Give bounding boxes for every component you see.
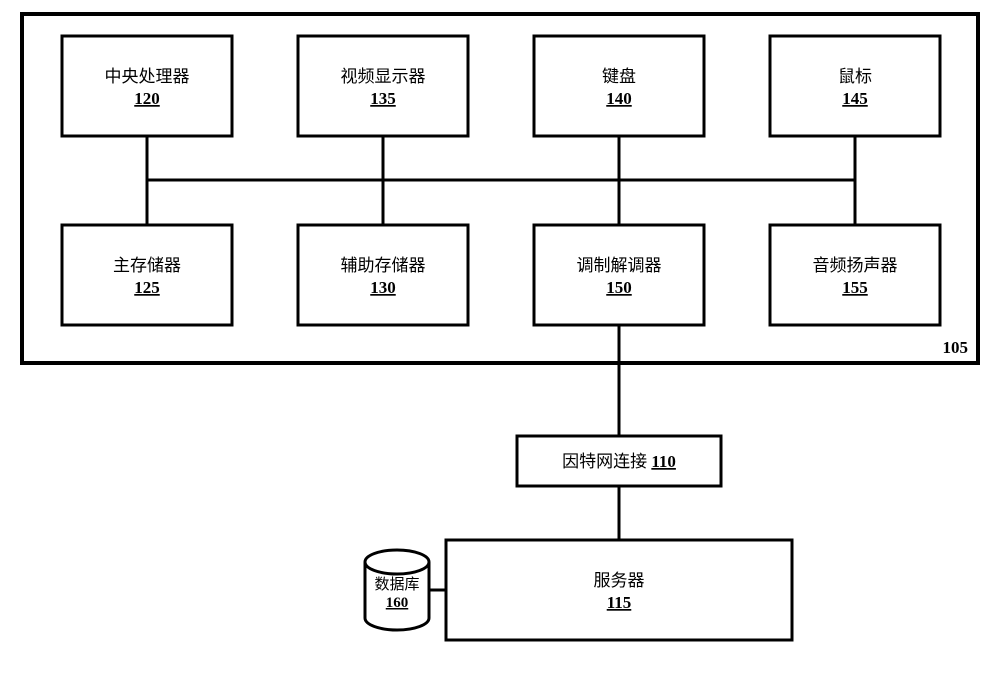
mainmem-number: 125 <box>134 278 160 297</box>
keyboard-number: 140 <box>606 89 632 108</box>
auxmem-label: 辅助存储器 <box>341 256 426 275</box>
speaker-number: 155 <box>842 278 868 297</box>
modem-box <box>534 225 704 325</box>
modem-number: 150 <box>606 278 632 297</box>
mouse-number: 145 <box>842 89 868 108</box>
speaker-box <box>770 225 940 325</box>
video-box <box>298 36 468 136</box>
server-number: 115 <box>607 593 632 612</box>
system-block-diagram: 中央处理器 120 视频显示器 135 键盘 140 鼠标 145 主存储器 125 辅助存储器 13… <box>0 0 1000 675</box>
auxmem-box <box>298 225 468 325</box>
speaker-label: 音频扬声器 <box>813 256 898 275</box>
mouse-box <box>770 36 940 136</box>
mainmem-label: 主存储器 <box>113 256 181 275</box>
keyboard-label: 键盘 <box>602 67 636 86</box>
server-label: 服务器 <box>594 571 645 590</box>
cpu-number: 120 <box>134 89 160 108</box>
server-box <box>446 540 792 640</box>
computer-105-label: 105 <box>943 338 969 357</box>
database-cylinder-top <box>365 550 429 574</box>
internet-label: 因特网连接 110 <box>562 452 676 471</box>
modem-label: 调制解调器 <box>577 256 662 275</box>
database-number: 160 <box>386 595 409 611</box>
cpu-label: 中央处理器 <box>105 67 190 86</box>
auxmem-number: 130 <box>370 278 396 297</box>
video-number: 135 <box>370 89 396 108</box>
cpu-box <box>62 36 232 136</box>
keyboard-box <box>534 36 704 136</box>
mainmem-box <box>62 225 232 325</box>
video-label: 视频显示器 <box>341 67 426 86</box>
database-label: 数据库 <box>374 576 419 593</box>
mouse-label: 鼠标 <box>838 67 872 86</box>
